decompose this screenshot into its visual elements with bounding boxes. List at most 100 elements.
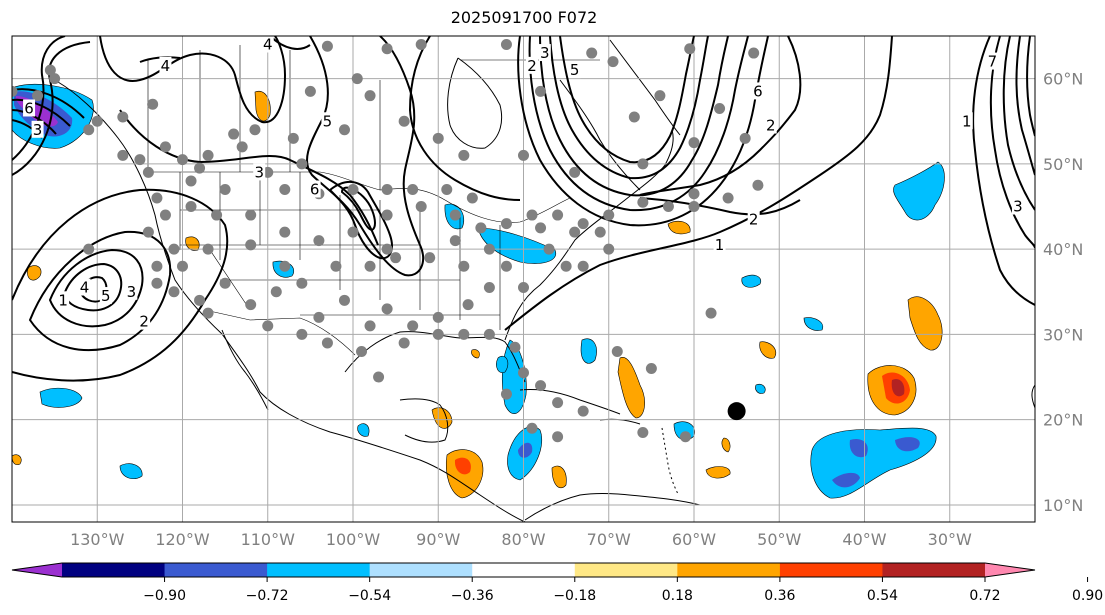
station-marker bbox=[628, 111, 640, 123]
baffin-coast bbox=[609, 39, 681, 136]
colorbar-segment bbox=[574, 563, 678, 577]
station-marker bbox=[684, 43, 696, 55]
station-marker bbox=[475, 222, 487, 234]
west-africa-coast bbox=[1031, 384, 1035, 409]
contour-label-bg bbox=[23, 99, 36, 117]
contour-label: 7 bbox=[988, 53, 998, 71]
contour-label: 2 bbox=[749, 210, 759, 228]
positive-anomaly-area bbox=[617, 357, 645, 419]
station-marker bbox=[151, 277, 163, 289]
station-marker bbox=[159, 141, 171, 153]
contour-line bbox=[99, 36, 287, 124]
station-marker bbox=[364, 260, 376, 272]
station-marker bbox=[603, 209, 615, 221]
positive-anomaly-core bbox=[891, 378, 905, 397]
contour-label-bg bbox=[31, 120, 44, 138]
station-marker bbox=[739, 132, 751, 144]
latitude-tick-label: 60°N bbox=[1043, 70, 1083, 89]
station-marker bbox=[313, 235, 325, 247]
negative-anomaly-area bbox=[477, 227, 557, 264]
station-marker bbox=[637, 426, 649, 438]
east-coast bbox=[504, 129, 674, 341]
colorbar: −0.90 −0.72 −0.54 −0.36 −0.18 0.18 0.36 0.54 0.7… bbox=[11, 562, 1103, 604]
contour-label-bg bbox=[159, 56, 172, 74]
contour-label-bg bbox=[960, 112, 973, 130]
colorbar-tick-label: 0.36 bbox=[764, 588, 795, 604]
station-marker bbox=[424, 252, 436, 264]
baja-california bbox=[221, 329, 269, 411]
negative-anomaly-area bbox=[755, 383, 766, 394]
positive-anomaly-area bbox=[27, 265, 42, 281]
station-marker bbox=[356, 345, 368, 357]
longitude-tick-label: 120°W bbox=[155, 530, 210, 549]
colorbar-segment bbox=[882, 563, 986, 577]
longitude-tick-label: 130°W bbox=[70, 530, 125, 549]
station-marker bbox=[577, 218, 589, 230]
longitude-tick-label: 60°W bbox=[672, 530, 716, 549]
station-marker bbox=[518, 282, 529, 294]
contour-line bbox=[639, 197, 801, 216]
contour-label: 6 bbox=[310, 180, 320, 198]
station-marker bbox=[279, 226, 291, 238]
hudson-bay bbox=[447, 57, 503, 149]
station-marker bbox=[381, 303, 393, 315]
station-marker bbox=[607, 56, 619, 68]
station-marker bbox=[500, 260, 512, 272]
longitude-tick-label: 30°W bbox=[928, 530, 972, 549]
station-marker bbox=[287, 132, 299, 144]
colorbar-segment bbox=[369, 563, 473, 577]
map-frame bbox=[11, 35, 1036, 523]
contour-line bbox=[12, 36, 66, 161]
station-marker bbox=[245, 239, 257, 251]
contour-label-bg bbox=[986, 52, 999, 70]
negative-anomaly-core bbox=[832, 472, 860, 488]
contour-line bbox=[269, 36, 311, 50]
contour-line bbox=[12, 109, 57, 135]
station-marker bbox=[722, 192, 734, 204]
province-borders bbox=[147, 45, 600, 190]
contour-label-bg bbox=[261, 36, 274, 53]
station-marker bbox=[296, 277, 308, 289]
contour-label-bg bbox=[713, 235, 726, 253]
lesser-antilles bbox=[661, 427, 679, 495]
contour-label: 2 bbox=[527, 57, 537, 75]
station-marker bbox=[296, 328, 308, 340]
longitude-tick-label: 70°W bbox=[587, 530, 631, 549]
colorbar-segment bbox=[779, 563, 883, 577]
station-marker bbox=[500, 218, 512, 230]
station-marker bbox=[415, 201, 427, 213]
negative-anomaly-core bbox=[518, 442, 533, 458]
station-marker bbox=[637, 196, 649, 208]
station-marker bbox=[83, 243, 95, 255]
station-marker bbox=[637, 158, 649, 170]
longitude-tick-labels: 130°W 120°W 110°W 100°W 90°W 80°W 70°W 60°W 50°W… bbox=[70, 530, 972, 549]
contour-label: 4 bbox=[263, 36, 273, 54]
station-marker bbox=[381, 43, 393, 55]
graticule bbox=[12, 36, 1035, 522]
station-marker bbox=[134, 154, 146, 166]
contour-label: 5 bbox=[570, 61, 580, 79]
station-marker bbox=[509, 341, 521, 353]
station-marker bbox=[347, 183, 359, 195]
station-marker bbox=[381, 243, 393, 255]
station-marker bbox=[83, 124, 95, 136]
station-marker bbox=[432, 311, 444, 323]
colorbar-tick-label: −0.90 bbox=[143, 588, 186, 604]
contour-line bbox=[1002, 36, 1035, 211]
station-marker bbox=[688, 201, 700, 213]
colorbar-tick-label: −0.72 bbox=[246, 588, 289, 604]
station-marker bbox=[390, 252, 402, 264]
station-marker bbox=[752, 179, 764, 191]
station-marker bbox=[462, 299, 474, 311]
station-marker bbox=[458, 260, 470, 272]
station-marker bbox=[432, 132, 444, 144]
station-marker bbox=[202, 243, 214, 255]
negative-anomaly-area bbox=[803, 317, 824, 331]
station-marker bbox=[381, 209, 393, 221]
station-marker bbox=[748, 47, 760, 59]
station-marker bbox=[262, 320, 274, 332]
negative-anomaly-area bbox=[580, 338, 597, 364]
station-marker bbox=[321, 337, 333, 349]
station-layer bbox=[12, 39, 764, 443]
